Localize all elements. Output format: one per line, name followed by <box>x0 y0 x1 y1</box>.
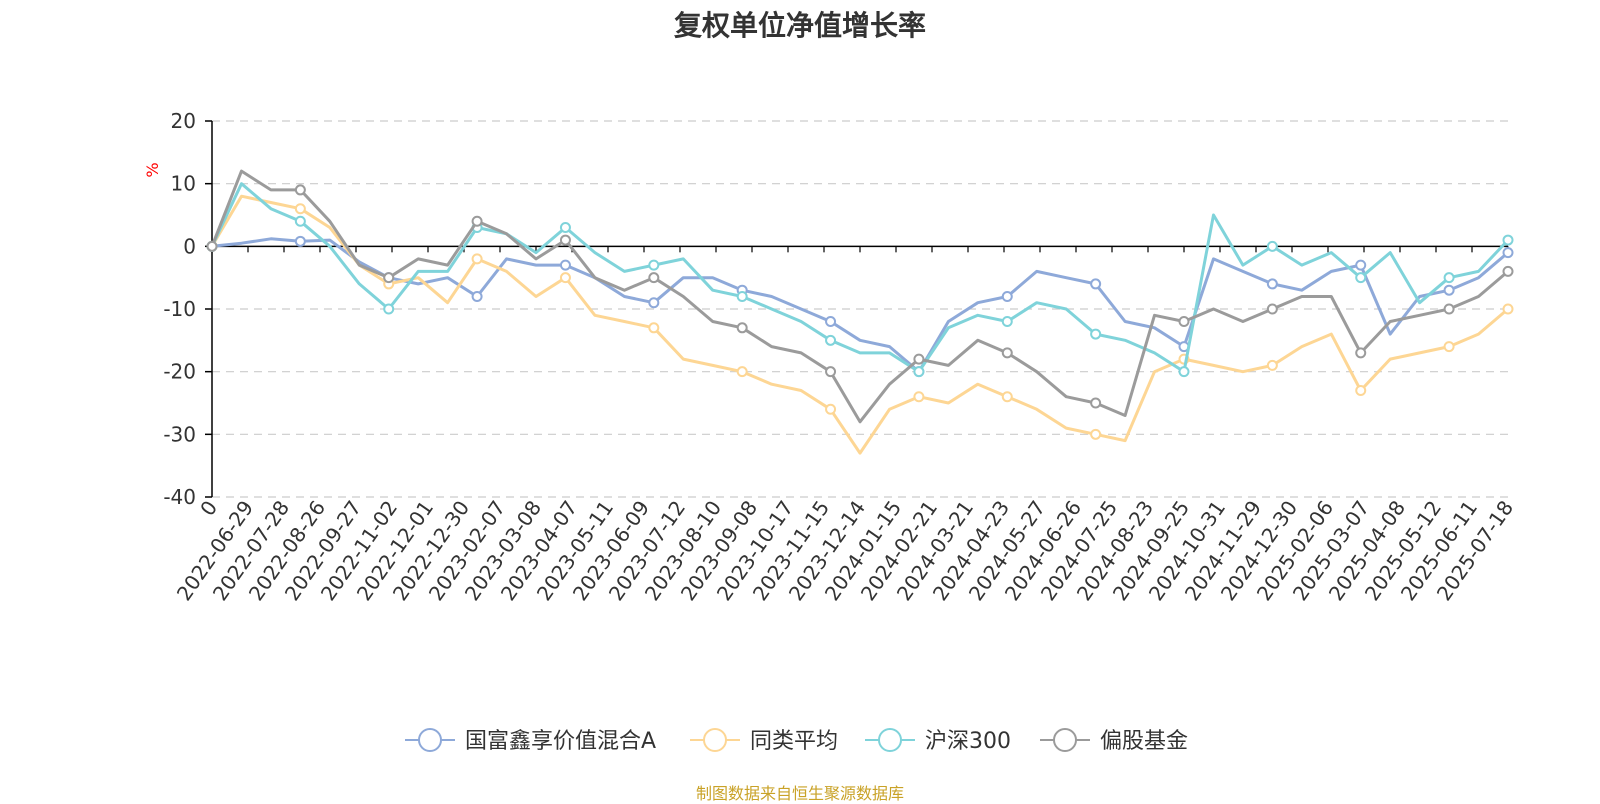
data-point-4 <box>736 322 748 334</box>
data-point-1 <box>1502 247 1514 259</box>
data-point-3 <box>1355 272 1367 284</box>
data-point-4 <box>1266 303 1278 315</box>
data-point-1 <box>294 235 306 247</box>
data-point-4 <box>1443 303 1455 315</box>
data-point-1 <box>1001 290 1013 302</box>
data-point-1 <box>825 316 837 328</box>
data-point-2 <box>1502 303 1514 315</box>
data-point-1 <box>648 297 660 309</box>
data-point-4 <box>1355 347 1367 359</box>
data-point-3 <box>383 303 395 315</box>
y-tick-label: 20 <box>171 109 196 133</box>
data-point-3 <box>736 290 748 302</box>
data-point-3 <box>1178 366 1190 378</box>
series-line-2 <box>210 194 1510 455</box>
data-point-1 <box>1443 284 1455 296</box>
data-point-4 <box>1090 397 1102 409</box>
x-tick-label: 0 <box>195 496 222 520</box>
data-point-2 <box>559 272 571 284</box>
legend-label[interactable]: 同类平均 <box>750 729 838 754</box>
data-point-4 <box>1001 347 1013 359</box>
data-point-2 <box>471 253 483 265</box>
data-point-4 <box>825 366 837 378</box>
legend-marker[interactable] <box>1053 728 1077 752</box>
data-point-4 <box>913 353 925 365</box>
data-point-4 <box>559 234 571 246</box>
data-point-1 <box>1266 278 1278 290</box>
data-point-4 <box>471 215 483 227</box>
data-point-4 <box>383 272 395 284</box>
legend-label[interactable]: 沪深300 <box>925 729 1011 754</box>
data-point-3 <box>913 366 925 378</box>
data-point-2 <box>913 391 925 403</box>
series-line-1 <box>210 237 1510 374</box>
legend-label[interactable]: 国富鑫享价值混合A <box>465 729 656 754</box>
data-point-4 <box>1502 265 1514 277</box>
line-chart: 20100-10-20-30-40%02022-06-292022-07-282… <box>143 109 1518 754</box>
data-point-4 <box>648 272 660 284</box>
data-point-1 <box>1355 259 1367 271</box>
y-tick-label: 0 <box>183 234 196 258</box>
data-point-3 <box>648 259 660 271</box>
y-tick-label: 10 <box>171 172 196 196</box>
chart-title: 复权单位净值增长率 <box>673 9 926 42</box>
data-point-2 <box>648 322 660 334</box>
legend-marker[interactable] <box>418 728 442 752</box>
data-point-3 <box>1443 272 1455 284</box>
data-point-1 <box>1090 278 1102 290</box>
data-point-2 <box>1090 428 1102 440</box>
data-point-4 <box>1178 316 1190 328</box>
data-point-3 <box>294 215 306 227</box>
legend-marker[interactable] <box>703 728 727 752</box>
data-point-2 <box>736 366 748 378</box>
data-point-2 <box>1443 341 1455 353</box>
data-point-1 <box>471 290 483 302</box>
y-tick-label: -10 <box>163 297 196 321</box>
y-tick-label: -30 <box>163 422 196 446</box>
data-point-3 <box>1502 234 1514 246</box>
data-point-2 <box>294 203 306 215</box>
data-point-2 <box>1266 359 1278 371</box>
data-point-4 <box>206 240 218 252</box>
data-point-4 <box>294 184 306 196</box>
series-line-3 <box>210 182 1510 374</box>
data-point-3 <box>559 222 571 234</box>
data-point-3 <box>1001 316 1013 328</box>
data-point-2 <box>1355 384 1367 396</box>
y-tick-label: -20 <box>163 360 196 384</box>
y-axis-unit: % <box>143 162 162 177</box>
data-point-2 <box>1001 391 1013 403</box>
legend-label[interactable]: 偏股基金 <box>1100 729 1188 754</box>
source-note: 制图数据来自恒生聚源数据库 <box>695 784 904 803</box>
legend-marker[interactable] <box>878 728 902 752</box>
data-point-1 <box>559 259 571 271</box>
series-line-4 <box>210 169 1510 424</box>
data-point-3 <box>1266 240 1278 252</box>
data-point-3 <box>825 334 837 346</box>
data-point-2 <box>825 403 837 415</box>
data-point-3 <box>1090 328 1102 340</box>
y-tick-label: -40 <box>163 485 196 509</box>
